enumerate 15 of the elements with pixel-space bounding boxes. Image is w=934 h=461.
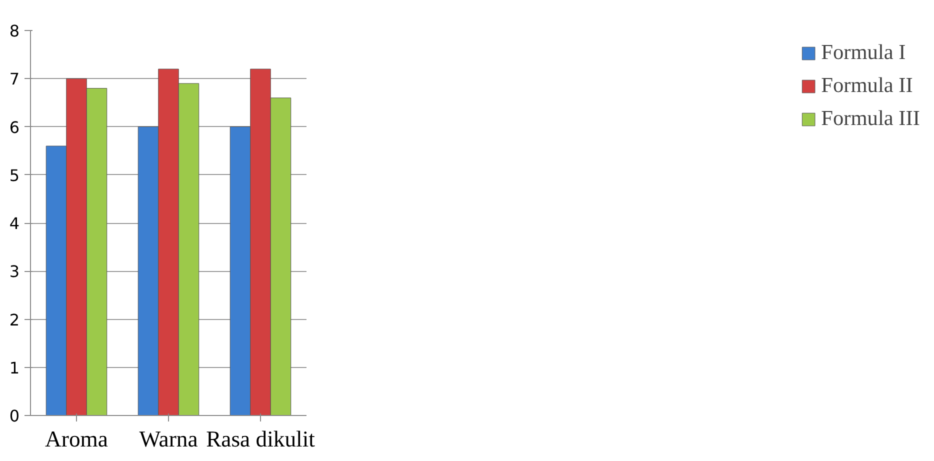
y-tick-label: 4 — [9, 214, 20, 233]
y-tick-label: 5 — [9, 166, 20, 185]
y-tick-label: 3 — [9, 262, 20, 282]
y-tick-label: 0 — [9, 406, 20, 426]
y-tick-label: 1 — [9, 358, 20, 378]
y-tick-label: 6 — [9, 118, 20, 137]
x-tick-label: Warna — [139, 426, 198, 452]
y-tick-label: 2 — [9, 310, 20, 330]
legend-label: Formula I — [821, 40, 906, 65]
legend-label: Formula III — [821, 106, 920, 131]
legend-label: Formula II — [821, 73, 913, 98]
x-tick-label: Aroma — [45, 426, 108, 452]
x-tick-label: Rasa dikulit — [206, 426, 316, 452]
y-tick-label: 7 — [9, 70, 20, 89]
y-tick-label: 8 — [9, 22, 20, 40]
